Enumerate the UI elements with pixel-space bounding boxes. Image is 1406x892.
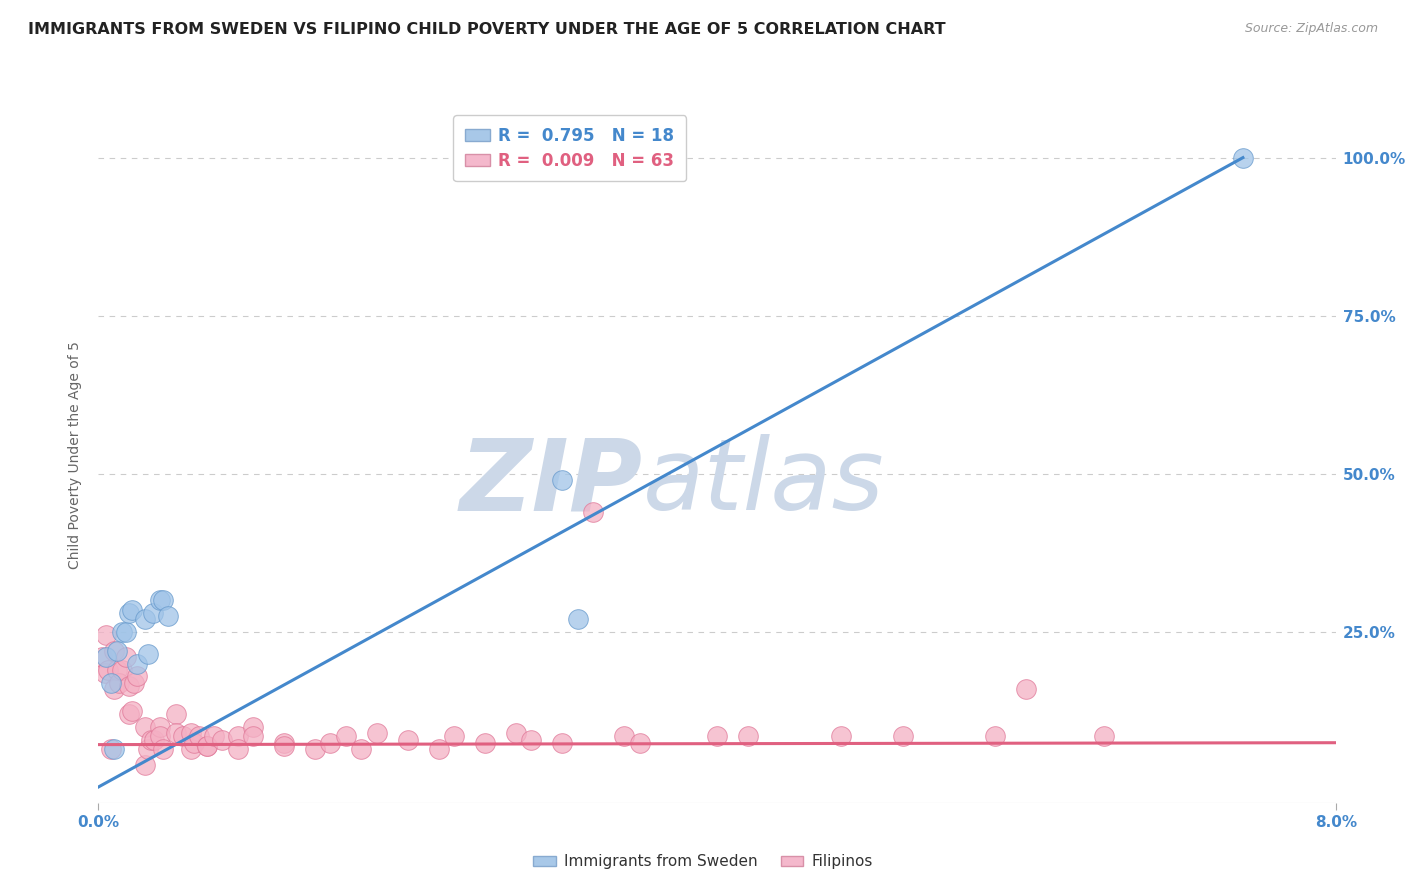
Point xyxy=(107,675,129,690)
Point xyxy=(122,675,145,690)
Point xyxy=(134,757,156,772)
Point xyxy=(226,730,249,744)
Point xyxy=(211,732,233,747)
Point xyxy=(180,742,202,756)
Point xyxy=(139,732,162,747)
Point xyxy=(149,593,172,607)
Point xyxy=(100,742,122,756)
Point xyxy=(143,732,166,747)
Point xyxy=(134,720,156,734)
Point xyxy=(551,473,574,487)
Legend: Immigrants from Sweden, Filipinos: Immigrants from Sweden, Filipinos xyxy=(527,848,879,875)
Point xyxy=(172,730,194,744)
Point xyxy=(111,663,134,677)
Point xyxy=(103,644,125,658)
Point xyxy=(582,505,605,519)
Point xyxy=(149,730,172,744)
Point xyxy=(304,742,326,756)
Point xyxy=(105,663,128,677)
Point xyxy=(628,736,651,750)
Point xyxy=(96,628,118,642)
Text: Source: ZipAtlas.com: Source: ZipAtlas.com xyxy=(1244,22,1378,36)
Point xyxy=(613,730,636,744)
Point xyxy=(226,742,249,756)
Text: atlas: atlas xyxy=(643,434,884,532)
Point xyxy=(118,679,141,693)
Point xyxy=(195,739,218,753)
Point xyxy=(1232,151,1254,165)
Point xyxy=(567,612,589,626)
Point xyxy=(183,736,205,750)
Point xyxy=(105,644,128,658)
Point xyxy=(319,736,342,750)
Point xyxy=(204,730,226,744)
Point xyxy=(242,730,264,744)
Point xyxy=(152,593,174,607)
Point xyxy=(115,650,138,665)
Point xyxy=(127,669,149,683)
Point xyxy=(118,606,141,620)
Point xyxy=(134,612,156,626)
Point xyxy=(273,739,295,753)
Point xyxy=(103,742,125,756)
Point xyxy=(830,730,852,744)
Point xyxy=(737,730,759,744)
Point xyxy=(242,720,264,734)
Point xyxy=(152,742,174,756)
Point xyxy=(1015,681,1038,696)
Point xyxy=(149,720,172,734)
Point xyxy=(273,736,295,750)
Point xyxy=(121,704,143,718)
Point xyxy=(505,726,527,740)
Point xyxy=(350,742,373,756)
Text: IMMIGRANTS FROM SWEDEN VS FILIPINO CHILD POVERTY UNDER THE AGE OF 5 CORRELATION : IMMIGRANTS FROM SWEDEN VS FILIPINO CHILD… xyxy=(28,22,946,37)
Point xyxy=(195,739,218,753)
Point xyxy=(366,726,388,740)
Point xyxy=(335,730,357,744)
Point xyxy=(551,736,574,750)
Point xyxy=(118,707,141,722)
Point xyxy=(100,675,122,690)
Point xyxy=(103,681,125,696)
Point xyxy=(157,609,180,624)
Point xyxy=(396,732,419,747)
Point xyxy=(165,707,187,722)
Text: ZIP: ZIP xyxy=(460,434,643,532)
Point xyxy=(136,647,159,661)
Point xyxy=(706,730,728,744)
Point xyxy=(90,650,112,665)
Legend: R =  0.795   N = 18, R =  0.009   N = 63: R = 0.795 N = 18, R = 0.009 N = 63 xyxy=(453,115,686,181)
Point xyxy=(427,742,450,756)
Point xyxy=(984,730,1007,744)
Point xyxy=(115,625,138,640)
Point xyxy=(891,730,914,744)
Point xyxy=(93,666,115,681)
Point xyxy=(142,606,165,620)
Point xyxy=(136,742,159,756)
Point xyxy=(96,650,118,665)
Point xyxy=(180,726,202,740)
Point xyxy=(1092,730,1115,744)
Point xyxy=(121,603,143,617)
Point xyxy=(474,736,496,750)
Y-axis label: Child Poverty Under the Age of 5: Child Poverty Under the Age of 5 xyxy=(69,341,83,569)
Point xyxy=(443,730,465,744)
Point xyxy=(188,730,211,744)
Point xyxy=(127,657,149,671)
Point xyxy=(97,663,120,677)
Point xyxy=(111,625,134,640)
Point xyxy=(520,732,543,747)
Point xyxy=(165,726,187,740)
